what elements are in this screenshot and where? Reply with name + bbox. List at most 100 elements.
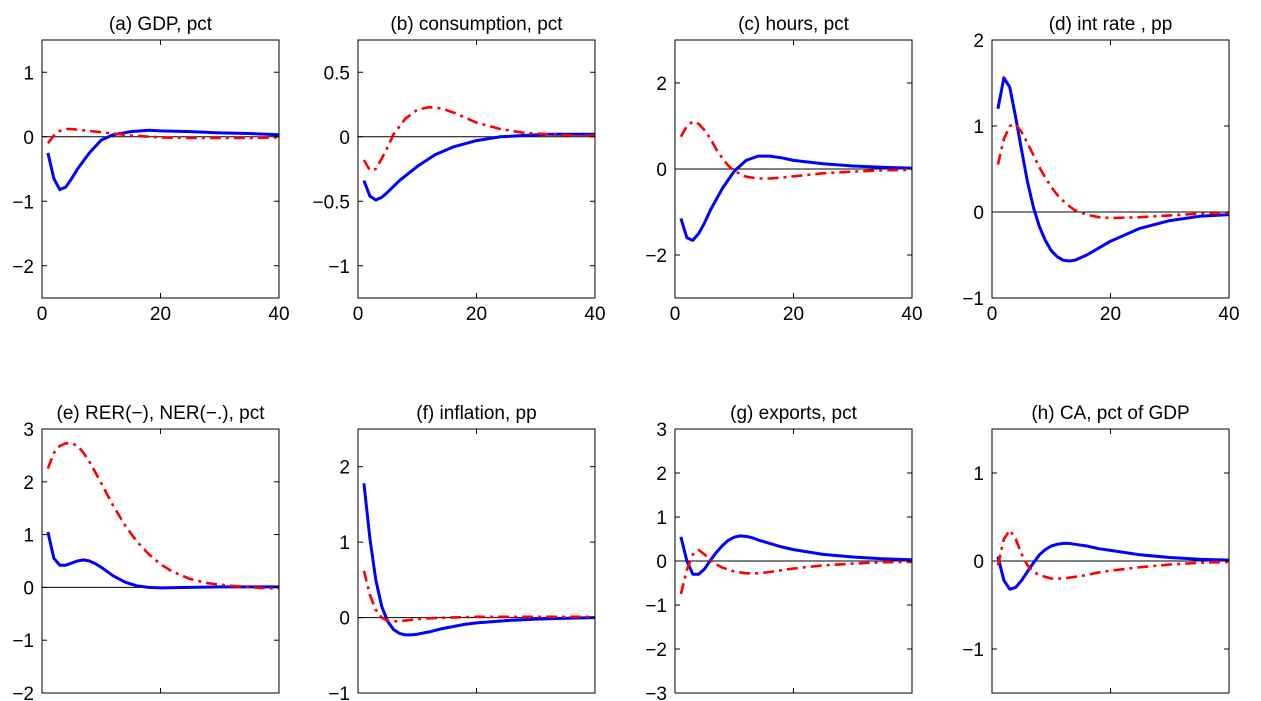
series-group [996,528,1229,591]
y-tick-label: −2 [645,246,667,267]
x-tick-label: 40 [1218,699,1239,701]
x-tick-label: 40 [584,304,605,325]
x-tick-label: 20 [466,699,487,701]
series-line-dashdot [679,548,912,595]
y-tick-label: −1 [328,257,350,278]
y-tick-label: 1 [973,117,984,138]
y-tick-label: −2 [645,640,667,661]
y-tick-label: −1 [12,631,34,652]
y-tick-label: 2 [656,464,667,485]
y-tick-label: 2 [339,458,350,479]
y-tick-label: 1 [23,526,34,547]
series-line-dashdot [679,120,912,180]
x-tick-label: 0 [670,304,681,325]
x-tick-label: 20 [1100,699,1121,701]
panel-title: (g) exports, pct [730,403,857,424]
x-tick-label: 0 [37,304,48,325]
x-tick-label: 0 [670,699,681,701]
x-tick-label: 0 [353,304,364,325]
x-tick-label: 20 [1100,304,1121,325]
series-group [46,127,279,192]
y-tick-label: 1 [973,464,984,485]
y-tick-label: 3 [23,420,34,441]
y-tick-label: −2 [12,257,34,278]
series-group [679,534,912,595]
series-group [46,442,279,590]
x-tick-label: 20 [783,304,804,325]
x-tick-label: 20 [783,699,804,701]
y-tick-label: 2 [23,473,34,494]
x-tick-label: 0 [37,699,48,701]
panel-3: (c) hours, pct 0 20 40 −2 0 2 [645,14,922,325]
y-tick-label: 0 [656,160,667,181]
y-tick-label: −1 [962,640,984,661]
panel-7: (g) exports, pct 0 20 40 −3 −2 −1 0 1 2 3 [645,403,922,701]
y-tick-label: −2 [12,684,34,701]
x-tick-label: 40 [1218,304,1239,325]
y-tick-label: 3 [656,420,667,441]
series-group [362,483,595,637]
series-group [996,76,1229,263]
x-tick-label: 0 [987,699,998,701]
x-tick-label: 40 [901,304,922,325]
series-line-dashdot [362,105,595,172]
y-tick-label: 0 [973,552,984,573]
series-line-dashdot [46,442,279,590]
y-tick-label: 0.5 [324,63,350,84]
axes-frame [991,39,1230,299]
x-tick-label: 40 [268,699,289,701]
series-line-solid [996,541,1229,591]
x-tick-label: 20 [150,699,171,701]
series-group [679,120,912,242]
panel-8: (h) CA, pct of GDP 0 20 40 −1 0 1 [962,403,1239,701]
series-line-solid [679,534,912,576]
series-line-solid [996,76,1229,263]
series-line-solid [46,531,279,590]
y-tick-label: −1 [12,192,34,213]
y-tick-label: −1 [645,596,667,617]
x-tick-label: 20 [150,304,171,325]
series-line-solid [362,132,595,202]
y-tick-label: −1 [962,289,984,310]
axes-frame [357,39,596,299]
series-line-dashdot [996,123,1229,220]
y-tick-label: 0 [23,128,34,149]
x-tick-label: 0 [353,699,364,701]
y-tick-label: 0 [973,203,984,224]
y-tick-label: 0 [339,609,350,630]
y-tick-label: 1 [23,63,34,84]
x-tick-label: 0 [987,304,998,325]
panel-title: (d) int rate , pp [1049,14,1173,35]
panel-5: (e) RER(−), NER(−.), pct 0 20 40 −2 −1 0 1 2 3 [12,403,289,701]
y-tick-label: −3 [645,684,667,701]
x-tick-label: 40 [268,304,289,325]
series-line-dashdot [996,528,1229,580]
panel-title: (f) inflation, pp [416,403,536,424]
y-tick-label: 1 [656,508,667,529]
y-tick-label: 0 [23,578,34,599]
x-tick-label: 40 [901,699,922,701]
series-group [362,105,595,202]
series-line-solid [362,483,595,637]
y-tick-label: 1 [339,533,350,554]
series-line-solid [679,154,912,242]
x-tick-label: 20 [466,304,487,325]
series-line-dashdot [362,570,595,623]
panel-title: (c) hours, pct [738,14,850,35]
y-tick-label: −1 [328,684,350,701]
series-line-solid [46,128,279,192]
panel-title: (e) RER(−), NER(−.), pct [57,403,266,424]
panel-2: (b) consumption, pct 0 20 40 −1 −0.5 0 0.5 [312,14,605,325]
y-tick-label: 0 [339,128,350,149]
y-tick-label: −0.5 [312,192,350,213]
panel-1: (a) GDP, pct 0 20 40 −2 −1 0 1 [12,14,289,325]
axes-frame [357,428,596,694]
y-tick-label: 2 [656,74,667,95]
y-tick-label: 0 [656,552,667,573]
x-tick-label: 40 [584,699,605,701]
y-tick-label: 2 [973,31,984,52]
panel-title: (b) consumption, pct [390,14,563,35]
